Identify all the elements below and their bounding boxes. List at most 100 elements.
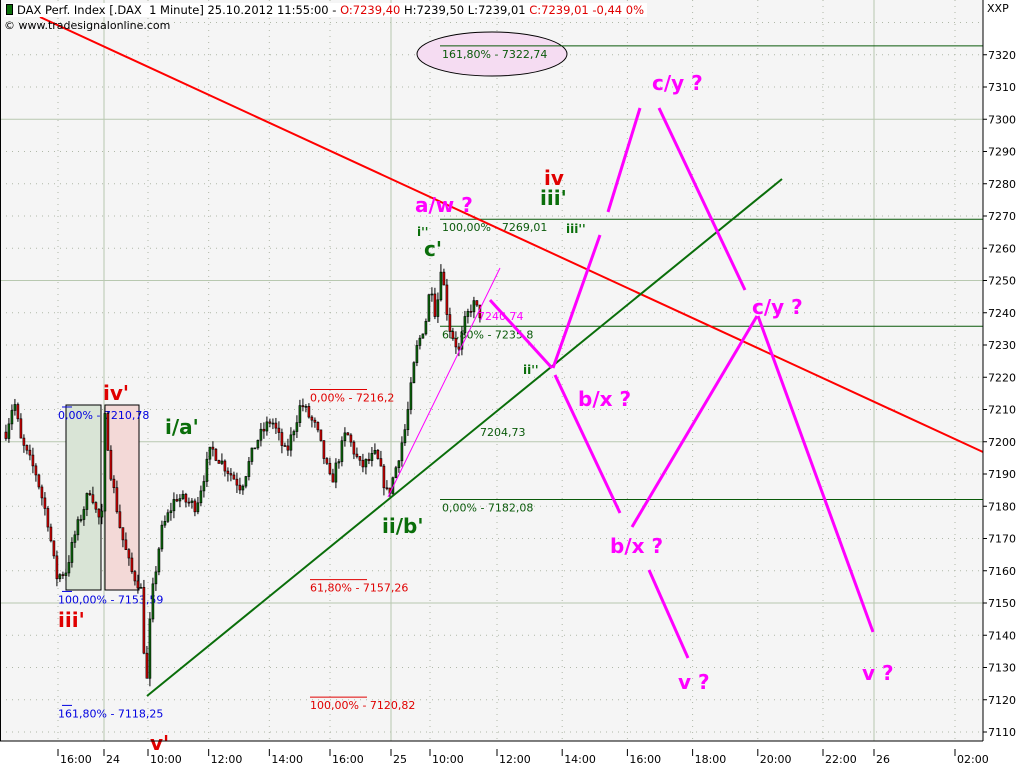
projection-segment (756, 315, 875, 633)
candle-body (82, 509, 86, 520)
candle-body (448, 314, 452, 332)
candle-body (4, 431, 8, 439)
candles (4, 264, 482, 687)
wave-label-v-2: v ? (862, 661, 894, 685)
y-tick-label: 7310 (988, 81, 1016, 94)
fib-zone-red-rect (104, 404, 140, 591)
candle-body (301, 405, 305, 408)
candle-body (208, 446, 212, 460)
y-tick-label: 7280 (988, 178, 1016, 191)
y-tick-label: 7240 (988, 307, 1016, 320)
y-tick-label: 7210 (988, 404, 1016, 417)
projection-segment (488, 298, 554, 370)
fib-label-7204: 7204,73 (480, 426, 526, 439)
projection-segment (551, 234, 602, 369)
candle-body (142, 587, 146, 654)
candle-body (457, 346, 461, 350)
candle-body (184, 493, 188, 503)
candle-body (259, 428, 263, 441)
candle-body (103, 413, 107, 512)
copyright-text: © www.tradesignalonline.com (4, 19, 171, 32)
grid (0, 0, 983, 741)
candle-body (202, 481, 206, 492)
y-tick-label: 7170 (988, 533, 1016, 546)
y-tick-label: 7270 (988, 210, 1016, 223)
candle-body (73, 534, 77, 543)
candle-body (442, 271, 446, 286)
candle-body (190, 500, 194, 503)
candle-body (235, 478, 239, 486)
candle-body (115, 487, 119, 513)
x-tick-label: 14:00 (564, 753, 596, 766)
candle-body (400, 442, 404, 462)
projection-segment (630, 315, 759, 528)
x-tick-label: 10:00 (432, 753, 464, 766)
candle-body (94, 502, 98, 510)
wave-label-iv: iv (544, 166, 564, 190)
candle-body (172, 499, 176, 512)
candle-body (13, 404, 17, 411)
header-high-low: H:7239,50 L:7239,01 (400, 3, 530, 17)
candle-body (451, 331, 455, 339)
wave-label-a-w: a/w ? (415, 193, 473, 217)
candle-body (415, 345, 419, 363)
projection-segment (647, 569, 690, 659)
candlestick-icon (6, 4, 13, 15)
projection-segment (657, 107, 747, 291)
x-tick-label: 18:00 (695, 753, 727, 766)
x-tick-label: 02:00 (957, 753, 989, 766)
wave-label-b-x-1: b/x ? (578, 387, 631, 411)
candle-body (424, 321, 428, 335)
candle-body (187, 501, 191, 504)
candle-body (349, 434, 353, 443)
y-tick-label: 7110 (988, 726, 1016, 739)
candle-body (67, 562, 71, 574)
target-ellipse (416, 31, 568, 77)
candle-body (22, 437, 26, 446)
candle-body (52, 540, 56, 557)
candle-body (49, 526, 53, 542)
candle-body (358, 456, 362, 461)
candle-body (25, 445, 29, 451)
y-tick-label: 7250 (988, 275, 1016, 288)
candle-body (148, 618, 152, 679)
candle-body (289, 434, 293, 451)
candle-body (229, 473, 233, 476)
candle-body (277, 427, 281, 433)
candle-body (298, 405, 302, 423)
candle-body (328, 462, 332, 475)
candle-body (151, 583, 155, 620)
x-tick-label: 16:00 (60, 753, 92, 766)
red-trendline (39, 16, 984, 453)
candle-body (133, 571, 137, 582)
candle-body (325, 458, 329, 464)
candle-body (193, 500, 197, 513)
candle-body (46, 508, 50, 528)
candle-body (181, 493, 185, 499)
candle-body (463, 316, 467, 334)
candle-body (19, 418, 23, 439)
candle-body (178, 498, 182, 502)
y-tick-label: 7130 (988, 662, 1016, 675)
y-tick-label: 7120 (988, 694, 1016, 707)
green-trendline (146, 178, 783, 697)
candle-body (412, 362, 416, 384)
wave-label-ii-dprime: ii'' (523, 363, 539, 377)
candle-body (403, 429, 407, 444)
candle-body (106, 413, 110, 451)
y-tick-label: 7260 (988, 242, 1016, 255)
y-tick-label: 7160 (988, 565, 1016, 578)
candle-body (91, 494, 95, 503)
x-tick-label: 25 (393, 753, 407, 766)
candle-body (433, 293, 437, 317)
wave-label-c-prime: c' (424, 237, 442, 261)
candle-body (346, 432, 350, 436)
wave-label-i-a: i/a' (165, 415, 199, 439)
candle-body (154, 571, 158, 585)
wave-label-iv-prime: iv' (103, 381, 129, 405)
candle-body (340, 440, 344, 462)
y-tick-label: 7200 (988, 436, 1016, 449)
candle-body (343, 432, 347, 442)
candle-body (373, 449, 377, 454)
